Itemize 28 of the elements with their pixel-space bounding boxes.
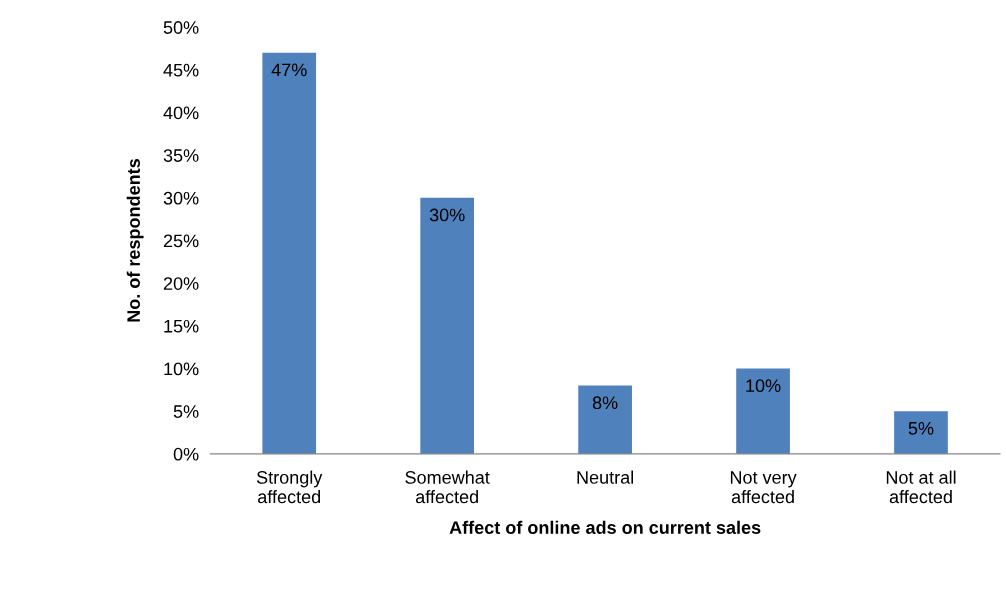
- x-tick-label: Strongly affected: [256, 470, 323, 504]
- x-axis-title: Affect of online ads on current sales: [449, 520, 761, 534]
- y-tick-label: 30%: [163, 191, 199, 205]
- x-tick-label: Not at all affected: [886, 470, 956, 504]
- y-tick-label: 20%: [163, 277, 199, 290]
- x-tick-label: Somewhat affected: [405, 470, 490, 504]
- bar: [578, 385, 632, 454]
- x-tick-label: Neutral: [577, 470, 634, 484]
- data-label: 8%: [592, 396, 618, 410]
- data-label: 30%: [429, 208, 465, 222]
- data-label: 5%: [908, 422, 934, 435]
- bar: [420, 197, 475, 454]
- data-label: 47%: [271, 63, 307, 77]
- bar: [736, 368, 790, 454]
- bar: [894, 411, 948, 454]
- x-tick-label: Not very affected: [730, 471, 797, 504]
- y-tick-label: 0%: [173, 447, 199, 461]
- y-tick-label: 5%: [173, 405, 199, 418]
- y-tick-label: 35%: [163, 149, 199, 162]
- y-tick-label: 15%: [164, 319, 199, 333]
- y-tick-label: 50%: [163, 21, 199, 34]
- bar: [262, 52, 317, 454]
- y-tick-label: 40%: [163, 106, 199, 120]
- y-tick-label: 45%: [163, 63, 199, 77]
- y-tick-label: 25%: [163, 234, 199, 248]
- y-axis-title: No. of respondents: [126, 159, 144, 322]
- data-label: 10%: [746, 379, 781, 393]
- y-tick-label: 10%: [164, 362, 199, 376]
